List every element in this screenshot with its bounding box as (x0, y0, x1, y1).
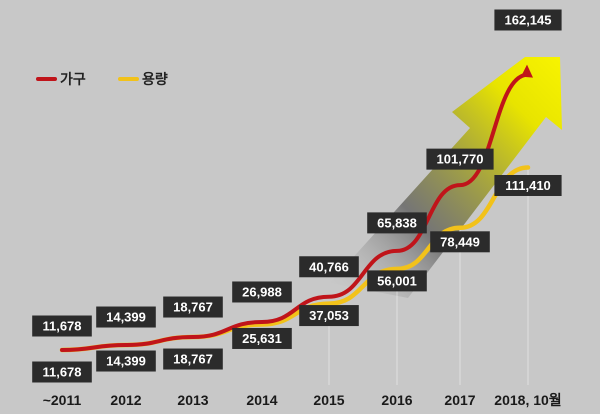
legend-label-1: 용량 (142, 72, 168, 88)
legend-label-0: 가구 (60, 72, 86, 88)
x-tick-3: 2014 (246, 392, 277, 408)
data-label-capacity-5: 56,001 (367, 270, 427, 292)
growth-arrow (330, 57, 562, 298)
svg-text:14,399: 14,399 (106, 354, 146, 369)
svg-text:18,767: 18,767 (173, 352, 213, 367)
data-label-capacity-2: 18,767 (163, 348, 223, 370)
series-line-0 (60, 72, 530, 352)
svg-text:111,410: 111,410 (505, 178, 551, 193)
data-label-household-5: 65,838 (367, 212, 427, 234)
data-label-household-4: 40,766 (299, 256, 359, 278)
x-tick-6: 2017 (444, 392, 475, 408)
data-label-household-7: 162,145 (494, 9, 562, 31)
data-label-household-3: 26,988 (232, 281, 292, 303)
data-label-capacity-3: 25,631 (232, 327, 292, 349)
svg-text:101,770: 101,770 (437, 152, 484, 167)
data-label-capacity-0: 11,678 (32, 361, 92, 383)
svg-text:78,449: 78,449 (440, 234, 480, 249)
x-tick-4: 2015 (313, 392, 344, 408)
data-label-household-6: 101,770 (426, 148, 494, 170)
data-label-capacity-4: 37,053 (299, 305, 359, 327)
svg-text:14,399: 14,399 (106, 310, 146, 325)
series-line-0-arrowhead (521, 64, 533, 78)
svg-text:65,838: 65,838 (377, 215, 417, 230)
data-label-capacity-7: 111,410 (494, 174, 562, 196)
data-label-capacity-6: 78,449 (430, 231, 490, 253)
data-label-household-0: 11,678 (32, 315, 92, 337)
svg-text:18,767: 18,767 (173, 300, 213, 315)
x-tick-7: 2018, 10월 (494, 392, 561, 408)
svg-text:11,678: 11,678 (42, 365, 81, 380)
svg-text:25,631: 25,631 (242, 331, 282, 346)
svg-text:11,678: 11,678 (42, 319, 81, 334)
svg-text:56,001: 56,001 (377, 273, 417, 288)
x-tick-5: 2016 (381, 392, 412, 408)
x-tick-1: 2012 (110, 392, 141, 408)
svg-text:40,766: 40,766 (309, 259, 349, 274)
x-tick-0: ~2011 (43, 392, 82, 408)
x-tick-2: 2013 (177, 392, 208, 408)
x-axis-ticks: ~2011 2012 2013 2014 2015 2016 2017 2018, 10월 (43, 392, 562, 408)
data-label-household-1: 14,399 (96, 306, 156, 328)
data-label-capacity-1: 14,399 (96, 350, 156, 372)
svg-text:162,145: 162,145 (505, 13, 552, 28)
legend: 가구 용량 (36, 72, 168, 88)
data-label-household-2: 18,767 (163, 296, 223, 318)
data-labels: 11,678 14,399 18,767 26,988 40,766 65,838 101,… (32, 9, 562, 383)
svg-text:26,988: 26,988 (242, 284, 282, 299)
svg-text:37,053: 37,053 (309, 308, 349, 323)
